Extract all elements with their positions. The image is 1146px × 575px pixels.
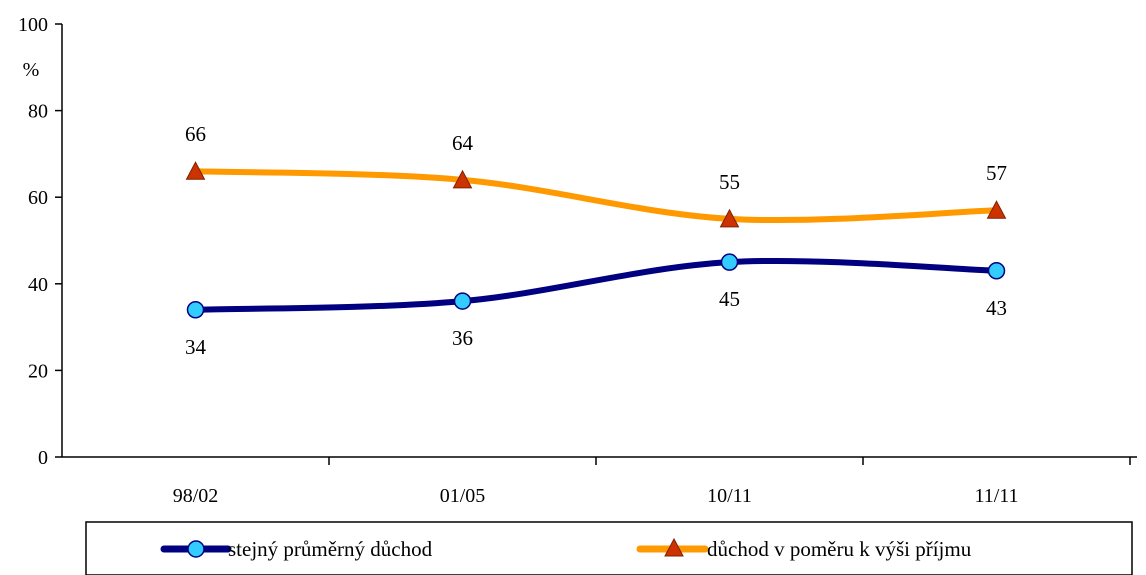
series-line-1 bbox=[192, 168, 1000, 224]
y-tick-label-80: 80 bbox=[28, 101, 48, 123]
y-tick-label-60: 60 bbox=[28, 187, 48, 209]
y-tick-label-20: 20 bbox=[28, 360, 48, 382]
x-tick-label-1: 01/05 bbox=[440, 485, 486, 507]
legend-item-1: důchod v poměru k výši příjmu bbox=[636, 537, 972, 561]
y-axis-label: % bbox=[23, 59, 40, 81]
series-1-data-label-2: 55 bbox=[719, 170, 740, 194]
series-1-marker-3 bbox=[986, 200, 1007, 219]
legend-label-0: stejný průměrný důchod bbox=[228, 537, 433, 561]
legend-item-0: stejný průměrný důchod bbox=[160, 537, 433, 561]
series-1-data-label-1: 64 bbox=[452, 131, 474, 155]
series-0-data-label-0: 34 bbox=[185, 335, 207, 359]
legend-label-1: důchod v poměru k výši příjmu bbox=[707, 537, 972, 561]
series-0-marker-3 bbox=[987, 262, 1006, 280]
y-tick-label-100: 100 bbox=[18, 14, 48, 36]
series-1-data-label-3: 57 bbox=[986, 161, 1007, 185]
x-tick-label-0: 98/02 bbox=[173, 485, 219, 507]
series-0-data-label-1: 36 bbox=[452, 326, 473, 350]
y-axis: 0 20 40 60 80 100 % bbox=[18, 14, 63, 469]
series-0-data-label-2: 45 bbox=[719, 287, 740, 311]
series-0-marker-1 bbox=[453, 292, 472, 310]
legend-marker-0 bbox=[187, 540, 205, 558]
y-tick-label-0: 0 bbox=[38, 447, 48, 469]
series-0-marker-2 bbox=[720, 253, 739, 271]
series-1-marker-0 bbox=[185, 161, 206, 180]
x-tick-label-2: 10/11 bbox=[707, 485, 752, 507]
legend-box bbox=[85, 521, 1133, 575]
legend: stejný průměrný důchod důchod v poměru k… bbox=[85, 521, 1133, 575]
series-0-marker-0 bbox=[186, 301, 205, 319]
series-1-data-label-0: 66 bbox=[185, 122, 206, 146]
y-tick-label-40: 40 bbox=[28, 274, 48, 296]
legend-marker-1 bbox=[664, 537, 684, 557]
series-1-marker-1 bbox=[452, 169, 473, 189]
series-0-data-label-3: 43 bbox=[986, 296, 1007, 320]
series-line-0 bbox=[192, 257, 1000, 313]
x-axis: 98/02 01/05 10/11 11/11 bbox=[62, 456, 1137, 507]
x-tick-label-3: 11/11 bbox=[974, 485, 1018, 507]
series-1-marker-2 bbox=[719, 208, 740, 228]
